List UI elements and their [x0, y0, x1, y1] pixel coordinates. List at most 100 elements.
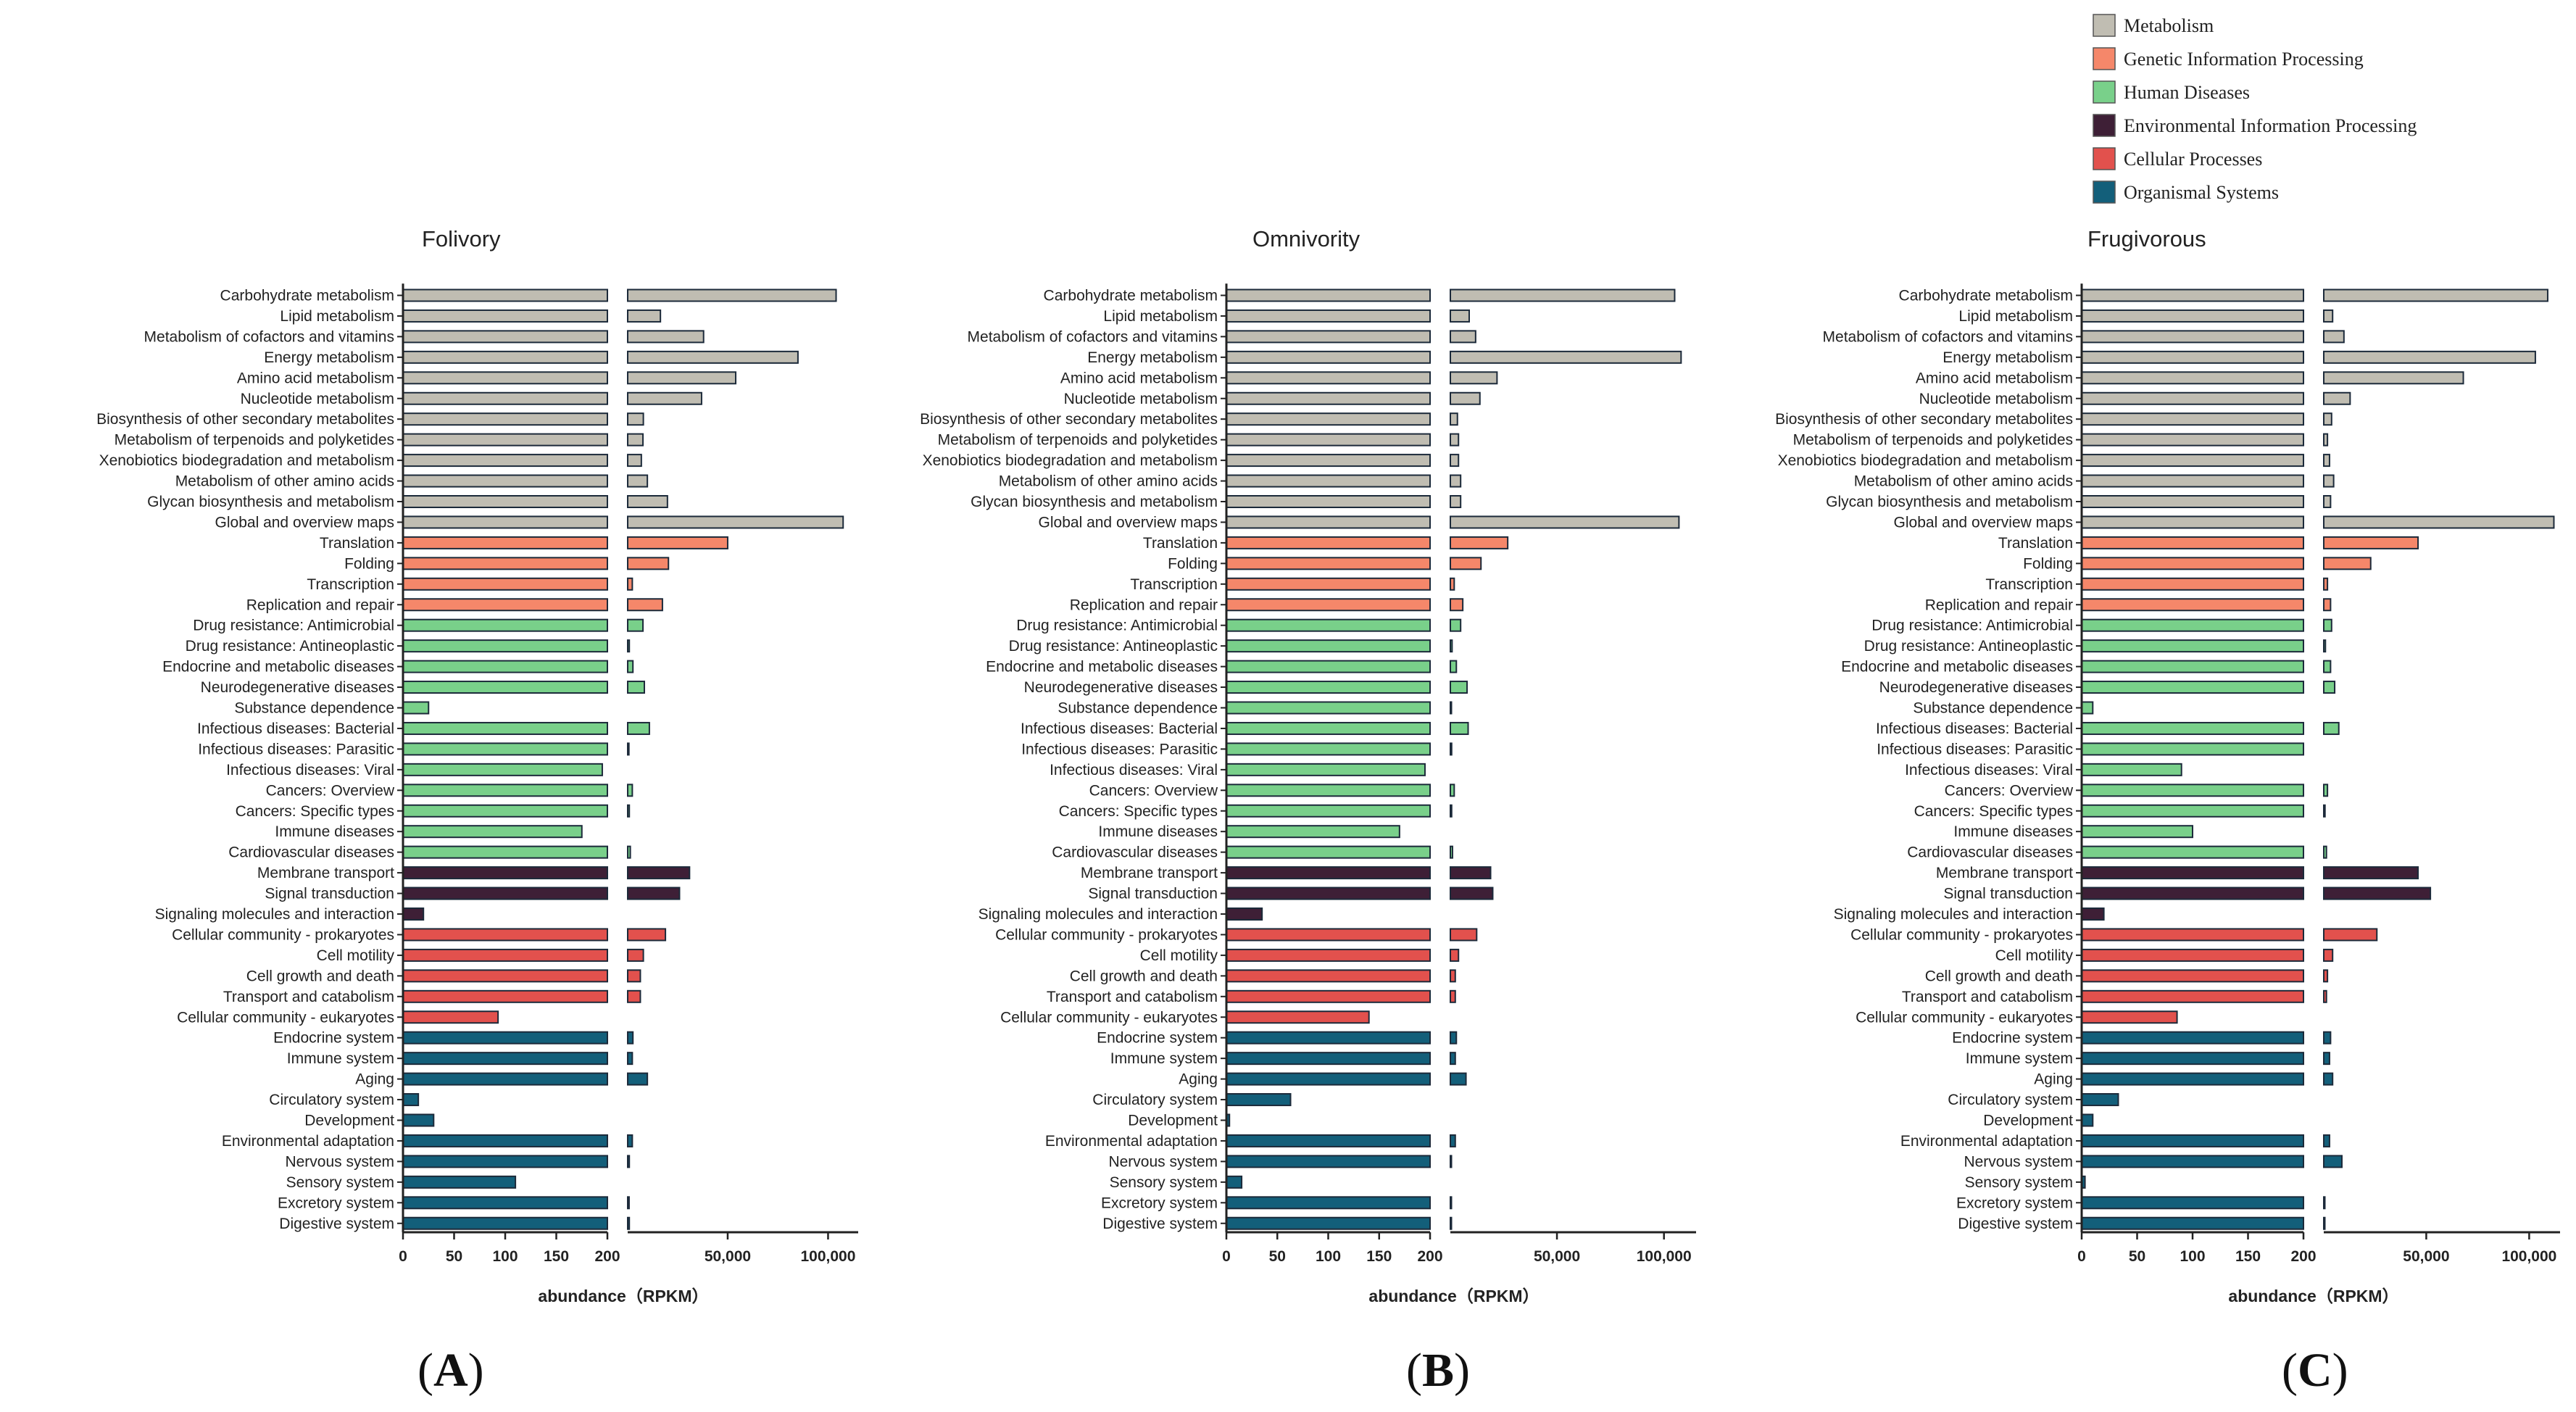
bar-membrane-transport-upper — [627, 866, 691, 880]
category-label: Development — [1983, 1113, 2073, 1129]
bar-infectious-diseases-viral — [2081, 763, 2182, 776]
category-label: Metabolism of cofactors and vitamins — [144, 328, 394, 345]
bar-neurodegenerative-diseases — [1226, 681, 1431, 694]
bar-cell-growth-and-death-upper — [2323, 969, 2329, 983]
category-label: Circulatory system — [1948, 1092, 2073, 1108]
category-label: Drug resistance: Antimicrobial — [1016, 618, 1218, 634]
bar-lipid-metabolism-upper — [2323, 309, 2334, 323]
x-tick-label: 200 — [1417, 1248, 1442, 1265]
category-label: Energy metabolism — [1943, 349, 2073, 366]
category-label: Folding — [2023, 555, 2073, 572]
category-label: Endocrine and metabolic diseases — [1841, 659, 2073, 676]
category-label: Metabolism of cofactors and vitamins — [1823, 328, 2073, 345]
bar-cardiovascular-diseases — [2081, 845, 2304, 859]
bar-endocrine-system — [2081, 1031, 2304, 1045]
bar-cell-growth-and-death — [1226, 969, 1431, 983]
bar-global-and-overview-maps-upper — [1450, 515, 1680, 529]
bar-replication-and-repair-upper — [627, 598, 663, 612]
x-tick-label: 150 — [544, 1248, 569, 1265]
category-label: Development — [1128, 1113, 1218, 1129]
bar-endocrine-system-upper — [2323, 1031, 2332, 1045]
bar-carbohydrate-metabolism — [402, 288, 608, 302]
bar-endocrine-system — [402, 1031, 608, 1045]
bar-drug-resistance-antineoplastic — [402, 639, 608, 653]
legend-label-genetic-information-processing: Genetic Information Processing — [2124, 49, 2364, 70]
bar-infectious-diseases-viral — [1226, 763, 1426, 776]
bar-glycan-biosynthesis-and-metabolism-upper — [2323, 495, 2332, 508]
category-label: Aging — [2034, 1071, 2073, 1088]
bar-metabolism-of-other-amino-acids — [2081, 474, 2304, 488]
category-label: Endocrine and metabolic diseases — [162, 659, 394, 676]
category-label: Infectious diseases: Parasitic — [1877, 741, 2073, 757]
category-label: Metabolism of terpenoids and polyketides — [1793, 432, 2073, 449]
category-label: Endocrine system — [1952, 1030, 2073, 1047]
category-label: Cellular community - prokaryotes — [1850, 926, 2073, 943]
panel-a: Folivory Carbohydrate metabolism Lipid met… — [96, 226, 858, 1397]
category-label: Membrane transport — [1081, 865, 1218, 881]
bar-drug-resistance-antimicrobial-upper — [627, 618, 644, 632]
bar-folding — [402, 557, 608, 570]
legend: Metabolism Genetic Information Processing… — [2093, 14, 2417, 204]
category-label: Endocrine and metabolic diseases — [986, 659, 1218, 676]
bar-endocrine-and-metabolic-diseases — [1226, 660, 1431, 673]
bar-development — [402, 1113, 435, 1127]
category-label: Infectious diseases: Bacterial — [1876, 720, 2073, 737]
category-label: Biosynthesis of other secondary metaboli… — [96, 411, 394, 428]
category-label: Carbohydrate metabolism — [1899, 288, 2073, 304]
category-label: Drug resistance: Antineoplastic — [1009, 638, 1218, 655]
category-label: Digestive system — [1958, 1216, 2073, 1232]
bar-infectious-diseases-bacterial-upper — [1450, 721, 1469, 735]
bar-lipid-metabolism — [1226, 309, 1431, 323]
bar-excretory-system — [402, 1196, 608, 1210]
category-label: Digestive system — [279, 1216, 394, 1232]
bar-replication-and-repair — [402, 598, 608, 612]
bar-translation-upper — [2323, 536, 2419, 549]
bar-transport-and-catabolism-upper — [627, 989, 641, 1003]
bar-endocrine-system-upper — [1450, 1031, 1458, 1045]
bar-cellular-community-prokaryotes-upper — [2323, 928, 2378, 942]
bar-cancers-specific-types — [402, 804, 608, 818]
bar-substance-dependence — [1226, 701, 1431, 715]
category-label: Immune diseases — [1953, 823, 2073, 840]
x-tick-label: 0 — [399, 1248, 407, 1265]
bar-signal-transduction-upper — [2323, 886, 2432, 900]
bar-cancers-overview — [2081, 784, 2304, 797]
bar-nucleotide-metabolism-upper — [1450, 391, 1481, 405]
x-tick-label: 50,000 — [705, 1248, 751, 1265]
bar-digestive-system-upper — [2323, 1216, 2326, 1230]
x-axis-title: abundance（RPKM） — [1368, 1287, 1539, 1305]
category-label: Digestive system — [1102, 1216, 1218, 1232]
category-label: Folding — [1168, 555, 1218, 572]
bar-folding-upper — [627, 557, 670, 570]
bar-global-and-overview-maps-upper — [2323, 515, 2555, 529]
bar-nucleotide-metabolism — [1226, 391, 1431, 405]
bar-folding — [1226, 557, 1431, 570]
bar-metabolism-of-cofactors-and-vitamins — [1226, 330, 1431, 344]
bar-transcription — [2081, 577, 2304, 591]
bar-metabolism-of-other-amino-acids — [402, 474, 608, 488]
bar-nervous-system — [2081, 1155, 2304, 1168]
legend-swatch-genetic-information-processing — [2093, 47, 2116, 70]
bar-energy-metabolism — [2081, 350, 2304, 364]
bar-nervous-system-upper — [1450, 1155, 1453, 1168]
category-label: Transport and catabolism — [1047, 989, 1218, 1005]
bar-endocrine-and-metabolic-diseases-upper — [627, 660, 634, 673]
category-label: Nervous system — [1964, 1153, 2073, 1170]
bar-cancers-specific-types-upper — [627, 804, 631, 818]
bar-immune-system — [1226, 1052, 1431, 1066]
bar-carbohydrate-metabolism-upper — [627, 288, 837, 302]
x-tick-label: 100,000 — [2501, 1248, 2556, 1265]
bar-cell-growth-and-death — [2081, 969, 2304, 983]
bar-xenobiotics-biodegradation-and-metabolism-upper — [627, 454, 642, 468]
bar-glycan-biosynthesis-and-metabolism — [402, 495, 608, 508]
bar-cell-motility-upper — [1450, 948, 1460, 962]
bar-cardiovascular-diseases-upper — [627, 845, 631, 859]
category-label: Cancers: Overview — [1089, 782, 1218, 799]
bar-infectious-diseases-viral — [402, 763, 603, 776]
category-label: Amino acid metabolism — [1916, 370, 2073, 386]
category-label: Replication and repair — [1070, 597, 1218, 613]
bar-nucleotide-metabolism-upper — [627, 391, 702, 405]
bar-neurodegenerative-diseases — [2081, 681, 2304, 694]
bar-amino-acid-metabolism-upper — [627, 371, 737, 385]
bar-nucleotide-metabolism — [2081, 391, 2304, 405]
